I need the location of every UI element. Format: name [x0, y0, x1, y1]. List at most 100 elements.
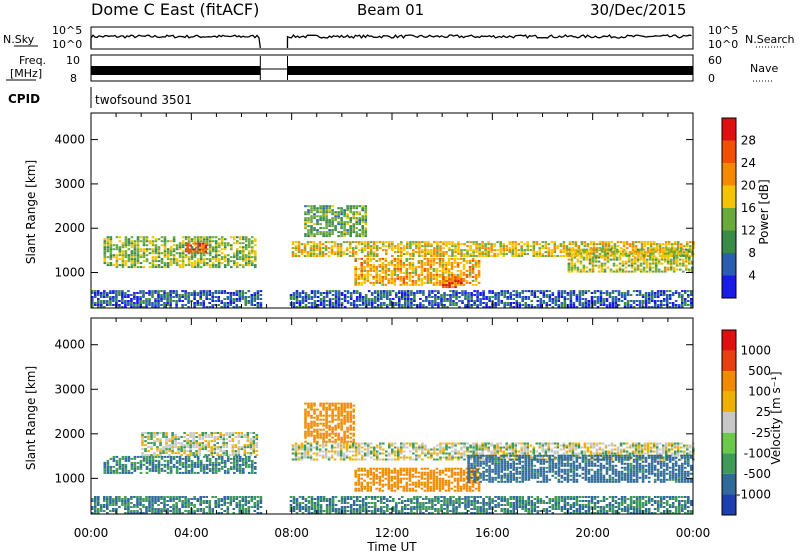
data-cell	[613, 247, 617, 250]
data-cell	[419, 298, 422, 300]
data-cell	[451, 251, 454, 254]
data-cell	[610, 241, 614, 244]
data-cell	[225, 434, 228, 436]
data-cell	[127, 457, 131, 460]
data-cell	[328, 219, 331, 222]
data-cell	[294, 456, 298, 459]
data-cell	[245, 459, 248, 462]
data-cell	[656, 304, 660, 306]
data-cell	[434, 300, 437, 302]
data-cell	[618, 258, 622, 261]
data-cell	[372, 265, 375, 268]
data-cell	[100, 292, 103, 294]
data-cell	[442, 276, 445, 279]
data-cell	[310, 306, 314, 308]
data-cell	[408, 275, 412, 278]
data-cell	[186, 434, 189, 436]
data-cell	[395, 296, 398, 298]
data-cell	[594, 260, 598, 263]
data-cell	[620, 294, 624, 296]
data-cell	[658, 243, 662, 246]
data-cell	[591, 256, 595, 259]
data-cell	[328, 290, 332, 293]
data-cell	[248, 252, 251, 255]
data-cell	[294, 458, 298, 461]
data-cell	[354, 271, 357, 274]
data-cell	[163, 238, 167, 241]
data-cell	[175, 471, 179, 474]
data-cell	[369, 267, 372, 270]
data-cell	[662, 294, 666, 296]
data-cell	[252, 444, 256, 447]
data-cell	[569, 294, 573, 296]
data-cell	[441, 257, 445, 260]
data-cell	[255, 450, 259, 453]
data-cell	[233, 252, 236, 255]
data-cell	[248, 264, 251, 267]
data-cell	[636, 250, 640, 253]
data-cell	[150, 432, 153, 434]
data-cell	[523, 444, 526, 447]
data-cell	[220, 244, 224, 247]
data-cell	[413, 300, 416, 302]
data-cell	[238, 294, 242, 296]
data-cell	[331, 213, 334, 216]
data-cell	[175, 262, 179, 265]
data-cell	[139, 298, 142, 300]
data-cell	[303, 444, 307, 447]
data-cell	[363, 247, 367, 250]
data-cell	[385, 241, 388, 244]
data-cell	[259, 294, 263, 296]
data-cell	[172, 463, 176, 466]
data-cell	[103, 306, 106, 308]
data-cell	[675, 268, 679, 271]
data-cell	[192, 250, 195, 253]
data-cell	[202, 258, 206, 261]
data-cell	[352, 225, 355, 228]
data-cell	[171, 452, 174, 455]
data-cell	[304, 217, 307, 220]
data-cell	[443, 306, 446, 308]
data-cell	[328, 300, 332, 302]
data-cell	[508, 448, 511, 451]
data-cell	[235, 298, 239, 300]
data-cell	[147, 442, 150, 445]
data-cell	[233, 262, 236, 265]
data-cell	[184, 455, 188, 458]
data-cell	[316, 229, 319, 232]
data-cell	[360, 241, 364, 244]
data-cell	[593, 300, 597, 302]
data-cell	[133, 455, 137, 458]
data-cell	[151, 294, 154, 296]
data-cell	[448, 446, 451, 449]
data-cell	[297, 458, 301, 461]
data-cell	[657, 270, 661, 273]
data-cell	[535, 456, 539, 459]
data-cell	[205, 264, 209, 267]
data-cell	[106, 296, 109, 298]
data-cell	[186, 444, 189, 447]
data-cell	[397, 245, 400, 248]
data-cell	[342, 251, 346, 254]
data-cell	[239, 469, 242, 472]
data-cell	[316, 231, 319, 234]
data-cell	[130, 236, 134, 239]
data-cell	[566, 294, 570, 296]
data-cell	[435, 261, 439, 264]
data-cell	[214, 258, 218, 261]
data-cell	[364, 223, 367, 226]
data-cell	[319, 302, 323, 304]
data-cell	[444, 277, 448, 280]
data-cell	[196, 244, 200, 247]
data-cell	[199, 467, 203, 470]
data-cell	[342, 458, 346, 461]
data-cell	[249, 442, 253, 445]
data-cell	[106, 469, 110, 472]
data-cell	[355, 233, 358, 236]
data-cell	[636, 252, 640, 255]
data-cell	[201, 242, 204, 245]
data-cell	[608, 302, 612, 304]
data-cell	[585, 252, 589, 255]
data-cell	[340, 302, 344, 304]
data-cell	[118, 465, 122, 468]
